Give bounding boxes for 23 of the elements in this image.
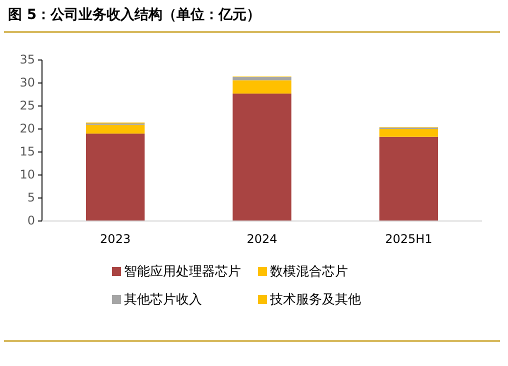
legend-label: 技术服务及其他 xyxy=(269,292,361,308)
bar xyxy=(86,134,145,221)
bar xyxy=(86,124,145,134)
y-tick-label: 20 xyxy=(20,121,35,136)
legend-label: 其他芯片收入 xyxy=(124,292,202,308)
bar xyxy=(232,94,292,221)
bar xyxy=(379,129,438,137)
y-tick-label: 35 xyxy=(20,52,35,66)
bar xyxy=(379,136,438,221)
bar xyxy=(232,77,292,80)
y-tick-label: 15 xyxy=(20,144,35,158)
y-tick-label: 0 xyxy=(27,213,35,228)
chart-title: 图 5：公司业务收入结构（单位：亿元） xyxy=(8,7,261,23)
bar xyxy=(232,80,292,94)
y-tick-label: 30 xyxy=(20,75,35,90)
y-tick-label: 5 xyxy=(27,190,35,204)
legend-label: 智能应用处理器芯片 xyxy=(124,264,241,280)
y-tick-label: 25 xyxy=(20,98,35,112)
x-tick-label: 2024 xyxy=(246,232,278,246)
y-tick-label: 10 xyxy=(20,167,35,182)
legend-label: 数模混合芯片 xyxy=(270,264,348,280)
x-tick-label: 2023 xyxy=(100,232,131,246)
x-tick-label: 2025H1 xyxy=(385,232,432,246)
